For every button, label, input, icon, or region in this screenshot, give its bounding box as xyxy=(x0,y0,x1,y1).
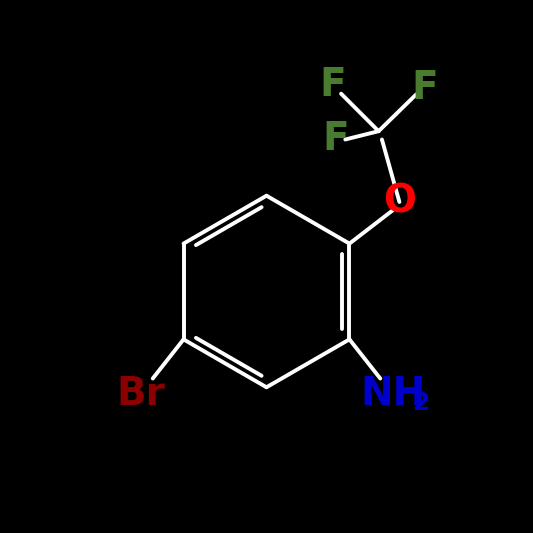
Text: 2: 2 xyxy=(413,392,431,416)
Text: F: F xyxy=(322,120,349,158)
Text: Br: Br xyxy=(116,375,165,413)
Text: F: F xyxy=(411,69,438,107)
Text: O: O xyxy=(383,183,416,221)
Text: F: F xyxy=(319,67,346,104)
Text: NH: NH xyxy=(360,375,425,413)
